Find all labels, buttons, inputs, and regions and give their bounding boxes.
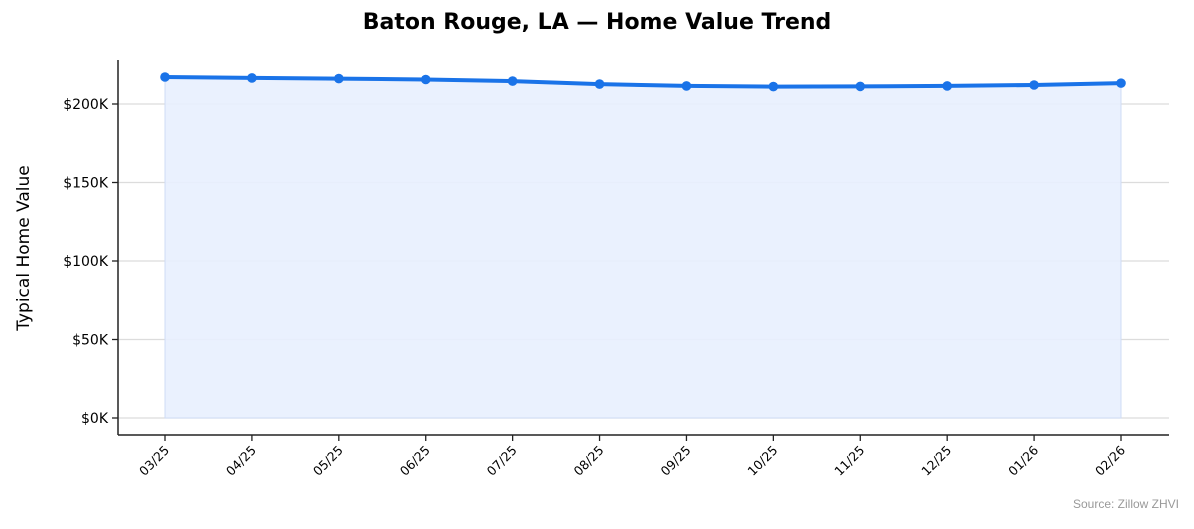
data-point <box>507 76 518 86</box>
y-tick-label: $100K <box>63 254 109 270</box>
x-tick-label: 06/25 <box>397 443 433 479</box>
area-fill <box>164 76 1122 419</box>
data-point <box>855 81 866 92</box>
chart-title: Baton Rouge, LA — Home Value Trend <box>362 10 832 35</box>
data-line <box>164 75 1122 89</box>
data-point <box>1116 78 1126 88</box>
data-point <box>247 73 257 83</box>
x-tick-label: 05/25 <box>310 443 346 479</box>
data-point <box>1029 80 1039 90</box>
y-tick-label: $200K <box>63 97 109 113</box>
x-tick-label: 10/25 <box>744 443 780 479</box>
x-axis: 03/25 04/25 05/25 06/25 07/25 08/25 09/25 10/25… <box>118 434 1169 479</box>
y-tick-label: $50K <box>72 333 109 349</box>
data-point <box>160 72 170 82</box>
x-tick-label: 03/25 <box>136 443 172 479</box>
x-tick-label: 07/25 <box>484 443 520 479</box>
x-tick-label: 12/25 <box>918 443 954 479</box>
x-tick-label: 04/25 <box>223 443 259 479</box>
y-tick-label: $150K <box>63 176 109 192</box>
x-tick-label: 11/25 <box>831 443 867 479</box>
data-points <box>160 72 1126 92</box>
data-point <box>942 81 952 91</box>
data-point <box>594 79 605 89</box>
data-point <box>768 81 779 92</box>
y-tick-label: $0K <box>81 411 109 427</box>
x-tick-label: 08/25 <box>571 443 607 479</box>
data-point <box>420 74 431 85</box>
x-tick-label: 09/25 <box>657 443 693 479</box>
data-point <box>334 73 344 84</box>
y-axis: $0K $50K $100K $150K $200K <box>63 60 119 435</box>
data-point <box>681 81 692 91</box>
source-annotation: Source: Zillow ZHVI <box>1072 497 1179 511</box>
x-tick-label: 02/26 <box>1092 442 1128 478</box>
x-tick-label: 01/26 <box>1005 442 1041 478</box>
